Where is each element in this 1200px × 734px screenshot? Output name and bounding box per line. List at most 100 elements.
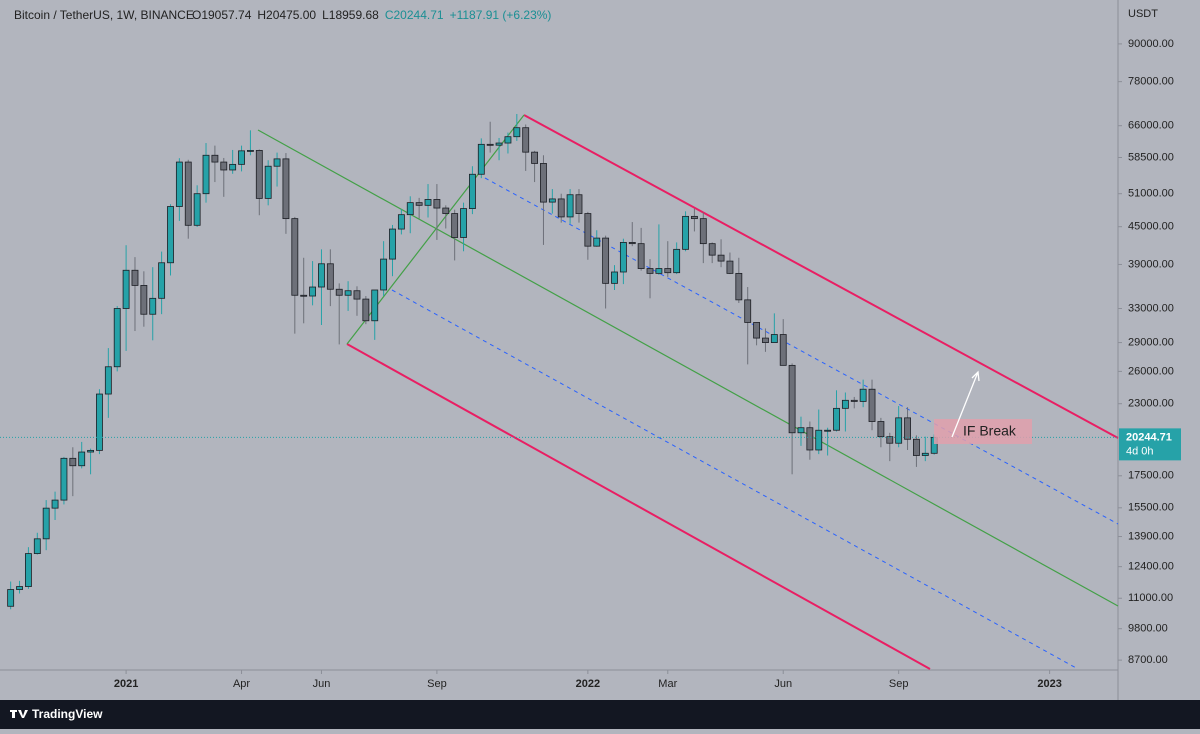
candle-body	[557, 198, 565, 218]
candle-body	[78, 451, 86, 467]
candle-body	[584, 213, 592, 247]
candle-body	[593, 237, 601, 247]
candle-body	[531, 151, 538, 164]
candle-body	[566, 194, 574, 218]
candle-body	[833, 407, 840, 431]
candle-body	[673, 248, 681, 274]
candle-body	[655, 268, 663, 274]
candle-body	[513, 127, 521, 138]
x-tick-label: 2022	[576, 678, 600, 690]
candle-body	[486, 143, 494, 146]
candle-body	[389, 228, 396, 260]
candle-body	[140, 285, 148, 315]
ohlc-value: L18959.68	[322, 8, 379, 22]
arrow	[951, 371, 979, 438]
y-tick-label: 12400.00	[1128, 561, 1174, 573]
candle-body	[762, 337, 769, 343]
logo	[10, 710, 28, 718]
footer	[0, 700, 1200, 729]
candle-body	[611, 271, 618, 284]
candle-body	[859, 388, 867, 402]
axis-unit: USDT	[1128, 8, 1158, 20]
y-tick-label: 90000.00	[1128, 38, 1174, 50]
y-tick-label: 17500.00	[1128, 470, 1174, 482]
x-tick-label: Jun	[313, 678, 331, 690]
y-tick-label: 33000.00	[1128, 302, 1174, 314]
candle-body	[637, 243, 645, 269]
y-tick-label: 66000.00	[1128, 120, 1174, 132]
candle-body	[797, 427, 805, 434]
x-tick-label: 2023	[1037, 678, 1061, 690]
candle-body	[619, 242, 627, 273]
candle-body	[744, 299, 752, 323]
candle-body	[850, 399, 858, 402]
candle-body	[69, 457, 77, 467]
candle-body	[460, 208, 467, 238]
candle-body	[779, 334, 787, 366]
last-price-label: 20244.71	[1126, 431, 1172, 443]
candle-body	[469, 173, 476, 209]
candle-body	[788, 364, 796, 434]
candle-body	[131, 269, 139, 286]
y-tick-label: 8700.00	[1128, 654, 1168, 666]
y-tick-label: 26000.00	[1128, 365, 1174, 377]
candle-body	[522, 127, 530, 153]
candle-body	[442, 207, 450, 214]
candle-body	[113, 308, 121, 368]
candle-body	[335, 288, 343, 296]
candle-body	[193, 193, 201, 226]
candle-body	[504, 136, 512, 144]
candle-body	[708, 243, 716, 256]
inner-line	[391, 289, 1079, 670]
y-tick-label: 29000.00	[1128, 336, 1174, 348]
upper-line	[523, 114, 1119, 439]
annotation-box	[934, 419, 1032, 444]
candle-body	[770, 334, 778, 343]
candle-body	[904, 417, 911, 440]
x-tick-label: Sep	[889, 678, 909, 690]
candle-body	[868, 388, 876, 422]
candle-body	[815, 429, 823, 451]
candle-body	[291, 218, 299, 296]
candle-body	[318, 263, 325, 288]
candle-body	[433, 199, 441, 209]
candle-body	[841, 399, 849, 409]
x-tick-label: Apr	[233, 678, 250, 690]
candle-body	[602, 237, 610, 284]
candle-body	[380, 258, 388, 291]
y-tick-label: 51000.00	[1128, 188, 1174, 200]
lower-line	[346, 343, 931, 670]
last-price-box	[1119, 428, 1181, 461]
candle-body	[717, 254, 725, 262]
candle-body	[540, 163, 547, 203]
candle-body	[877, 421, 885, 438]
candle-body	[371, 289, 379, 322]
x-tick-label: Jun	[774, 678, 792, 690]
x-tick-label: Sep	[427, 678, 447, 690]
candle-body	[353, 290, 361, 300]
candle-body	[326, 263, 334, 290]
candle-body	[682, 215, 689, 250]
candle-body	[96, 393, 103, 451]
candle-body	[184, 161, 192, 226]
candle-body	[51, 499, 59, 509]
y-tick-label: 39000.00	[1128, 258, 1174, 270]
candle-body	[451, 213, 459, 238]
candle-body	[575, 194, 583, 214]
ohlc-value: O19057.74	[192, 8, 252, 22]
watermark: TradingView	[32, 707, 103, 721]
chart-title: Bitcoin / TetherUS, 1W, BINANCE	[14, 8, 194, 22]
candle-body	[202, 154, 210, 195]
y-tick-label: 9800.00	[1128, 623, 1168, 635]
y-tick-label: 23000.00	[1128, 398, 1174, 410]
candle-body	[886, 436, 894, 444]
candle-body	[913, 438, 920, 456]
candle-body	[282, 158, 290, 220]
candle-body	[664, 268, 672, 274]
candle-body	[211, 154, 219, 163]
candle-body	[424, 199, 432, 206]
candle-body	[406, 202, 414, 216]
candle-body	[753, 322, 761, 339]
candle-body	[255, 149, 263, 199]
candle-body	[122, 269, 130, 309]
